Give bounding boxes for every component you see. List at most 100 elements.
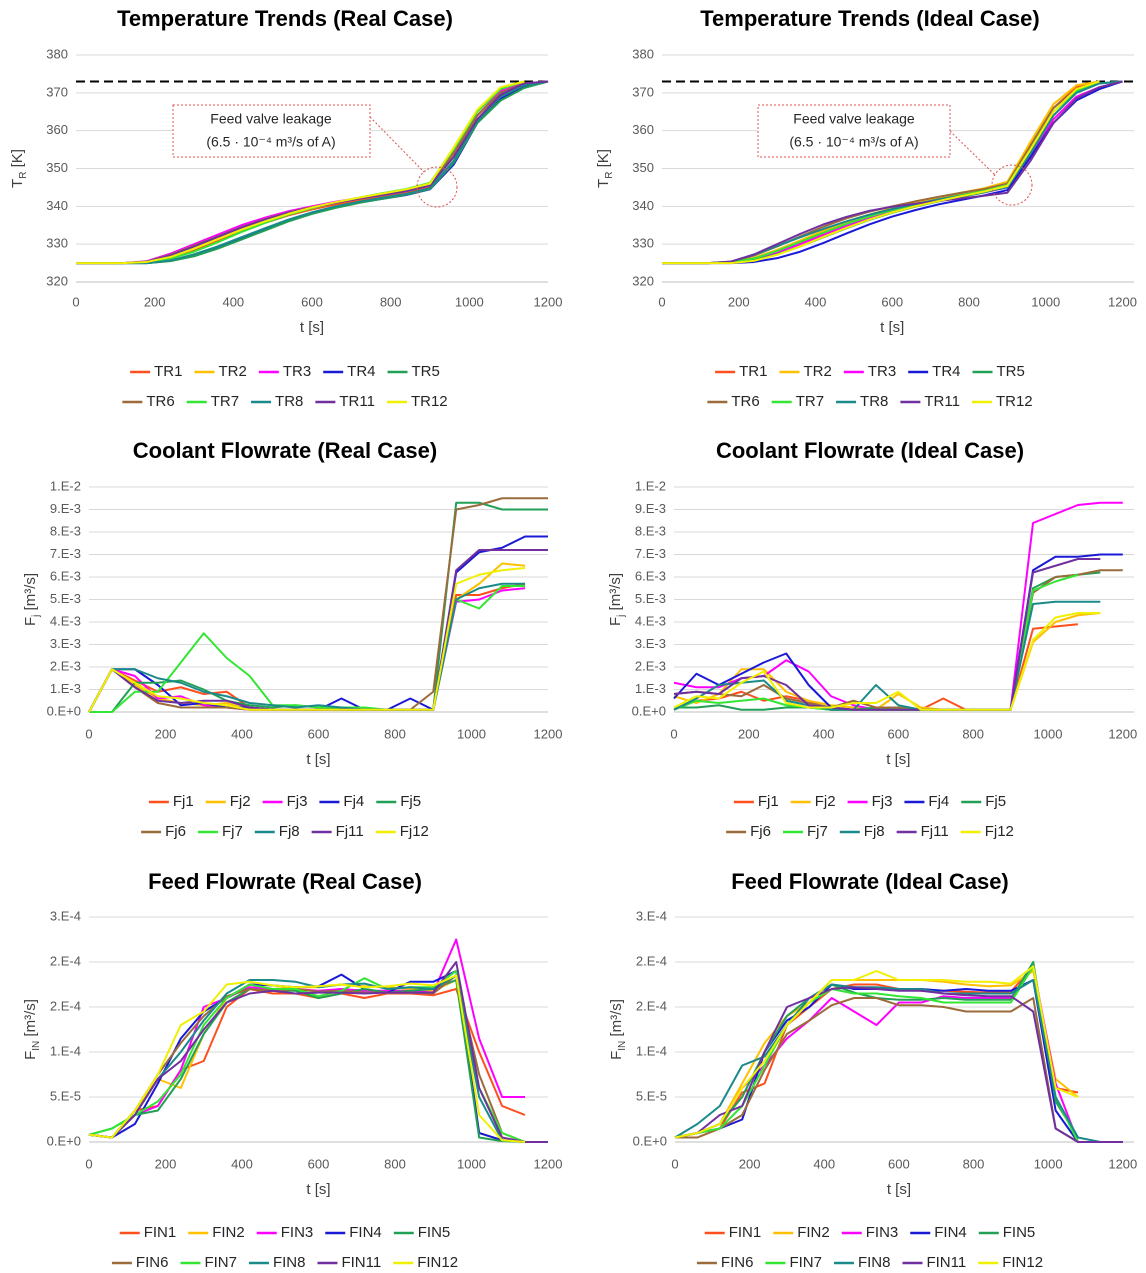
y-tick-label: 3.E-4: [636, 908, 667, 923]
legend-label: TR11: [339, 393, 375, 410]
y-tick-label: 5.E-5: [636, 1088, 667, 1103]
y-tick-label: 370: [632, 84, 654, 99]
y-axis-title-part: [m³/s]: [608, 999, 625, 1041]
x-tick-label: 400: [222, 294, 244, 309]
x-tick-label: 600: [888, 1156, 910, 1171]
y-tick-label: 330: [632, 236, 654, 251]
chart: Coolant Flowrate (Ideal Case) 0.E+0 1.E-3 2…: [607, 438, 1137, 840]
x-tick-label: 200: [728, 294, 750, 309]
legend-label: TR6: [146, 393, 174, 410]
legend-label: FIN3: [281, 1224, 314, 1241]
y-axis-title-part: T: [595, 179, 612, 188]
legend-label: TR7: [796, 393, 824, 410]
x-tick-label: 600: [301, 294, 323, 309]
y-axis-title-part: F: [22, 1051, 39, 1060]
x-axis-title: t [s]: [300, 319, 324, 336]
legend-label: FIN5: [1003, 1224, 1036, 1241]
x-tick-label: 0: [671, 1156, 678, 1171]
legend-label: Fj1: [173, 793, 194, 810]
legend-row: TR6 TR7 TR8 TR11 TR12: [707, 393, 1033, 410]
legend-label: TR8: [275, 393, 303, 410]
series-line: [88, 582, 526, 713]
annotation-leader: [369, 116, 425, 173]
y-axis-title-part: [K]: [595, 149, 612, 172]
x-tick-label: 1000: [1034, 1156, 1063, 1171]
legend-label: TR12: [411, 393, 448, 410]
y-tick-label: 7.E-3: [635, 546, 666, 561]
y-tick-label: 0.E+0: [632, 703, 666, 718]
annotation-leader: [949, 130, 996, 176]
legend-label: Fj4: [928, 793, 949, 810]
chart-title: Coolant Flowrate (Ideal Case): [716, 438, 1024, 463]
x-tick-label: 200: [738, 726, 760, 741]
y-tick-label: 5.E-5: [50, 1088, 81, 1103]
x-tick-label: 1200: [1108, 726, 1137, 741]
y-tick-label: 350: [46, 160, 68, 175]
x-tick-label: 400: [231, 1156, 253, 1171]
y-axis-title-part: [m³/s]: [22, 573, 39, 615]
series-line: [662, 80, 1100, 265]
legend-label: FIN3: [866, 1224, 899, 1241]
chart: Feed Flowrate (Ideal Case) 0.E+0 5.E-5 1.E-…: [608, 869, 1137, 1271]
series-line: [675, 997, 1101, 1143]
y-axis-title-part: IN: [31, 1041, 42, 1051]
series-line: [673, 600, 1101, 711]
y-axis-title-part: [m³/s]: [607, 573, 624, 615]
y-tick-label: 3.E-3: [635, 636, 666, 651]
legend-label: FIN1: [729, 1224, 762, 1241]
y-tick-label: 2.E-3: [635, 658, 666, 673]
x-tick-label: 1000: [457, 1156, 486, 1171]
legend-row: Fj6 Fj7 Fj8 Fj11 Fj12: [141, 823, 429, 840]
y-axis-title: TR [K]: [9, 149, 29, 188]
y-tick-label: 2.E-4: [50, 998, 81, 1013]
annotation: Feed valve leakage: [210, 111, 332, 127]
legend-row: Fj1 Fj2 Fj3 Fj4 Fj5: [148, 793, 421, 810]
legend-row: FIN1 FIN2 FIN3 FIN4 FIN5: [704, 1224, 1036, 1241]
x-tick-label: 800: [962, 726, 984, 741]
series-line: [88, 961, 548, 1143]
x-tick-label: 1000: [1034, 726, 1063, 741]
x-tick-label: 0: [85, 1156, 92, 1171]
y-axis-title-part: R: [604, 172, 615, 179]
x-tick-label: 800: [384, 726, 406, 741]
y-axis-title-part: j: [616, 615, 627, 618]
y-tick-label: 0.E+0: [47, 703, 81, 718]
y-tick-label: 320: [632, 273, 654, 288]
annotation-box: [172, 104, 371, 158]
legend-label: Fj5: [985, 793, 1006, 810]
y-axis-title-part: R: [18, 172, 29, 179]
chart-title: Feed Flowrate (Real Case): [148, 869, 422, 894]
x-tick-label: 600: [308, 726, 330, 741]
x-tick-label: 1200: [534, 726, 563, 741]
legend-label: TR6: [731, 393, 759, 410]
x-axis-title: t [s]: [886, 751, 910, 768]
series-line: [88, 497, 548, 713]
series-line: [88, 938, 526, 1139]
annotation-circle: [991, 164, 1033, 206]
legend-row: TR1 TR2 TR3 TR4 TR5: [715, 363, 1025, 380]
y-tick-label: 1.E-2: [635, 478, 666, 493]
series-line: [673, 612, 1101, 711]
y-tick-label: 7.E-3: [50, 546, 81, 561]
x-tick-label: 1000: [1031, 294, 1060, 309]
series-line: [88, 535, 548, 713]
legend-label: Fj6: [165, 823, 186, 840]
legend-label: Fj8: [864, 823, 885, 840]
y-axis-title: Fj [m³/s]: [22, 573, 42, 626]
legend-label: Fj6: [750, 823, 771, 840]
y-axis-title: TR [K]: [595, 149, 615, 188]
legend-label: TR11: [924, 393, 960, 410]
chart: Temperature Trends (Ideal Case) 320 330 340…: [595, 6, 1137, 410]
series-line: [76, 80, 525, 265]
x-tick-label: 400: [813, 726, 835, 741]
y-tick-label: 0.E+0: [633, 1133, 667, 1148]
x-axis-title: t [s]: [306, 1181, 330, 1198]
series-line: [674, 970, 1079, 1139]
x-tick-label: 1000: [457, 726, 486, 741]
y-tick-label: 380: [46, 46, 68, 61]
x-axis-title: t [s]: [880, 319, 904, 336]
chart: Coolant Flowrate (Real Case) 0.E+0 1.E-3 2.…: [22, 438, 562, 840]
annotation: (6.5 · 10⁻⁴ m³/s of A): [789, 134, 918, 150]
annotation: (6.5 · 10⁻⁴ m³/s of A): [206, 134, 335, 150]
y-tick-label: 9.E-3: [50, 501, 81, 516]
